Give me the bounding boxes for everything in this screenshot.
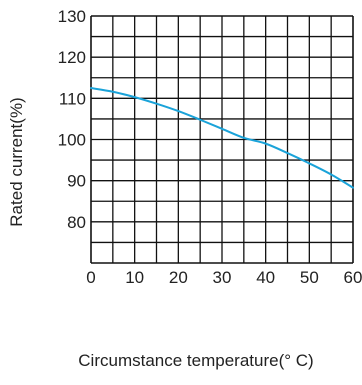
rated-current-curve [90,87,354,189]
x-tick-label: 0 [86,268,95,287]
series-layer [90,87,354,189]
x-tick-label: 10 [125,268,144,287]
y-tick-label: 110 [59,89,86,108]
x-tick-label: 60 [344,268,362,287]
y-tick-label: 120 [58,48,86,67]
grid [90,15,354,264]
x-axis-label: Circumstance temperature(° C) [78,351,313,370]
y-tick-label: 130 [58,7,86,26]
y-axis-label: Rated current(%) [7,97,26,226]
x-tick-label: 20 [169,268,188,287]
x-tick-label: 40 [256,268,275,287]
y-tick-labels: 80 90 100 110 120 130 [58,7,86,232]
y-tick-label: 80 [67,213,86,232]
x-tick-labels: 0 10 20 30 40 50 60 [86,268,362,287]
y-tick-label: 100 [58,131,86,150]
y-tick-label: 90 [67,172,86,191]
x-tick-label: 30 [213,268,232,287]
x-tick-label: 50 [300,268,319,287]
